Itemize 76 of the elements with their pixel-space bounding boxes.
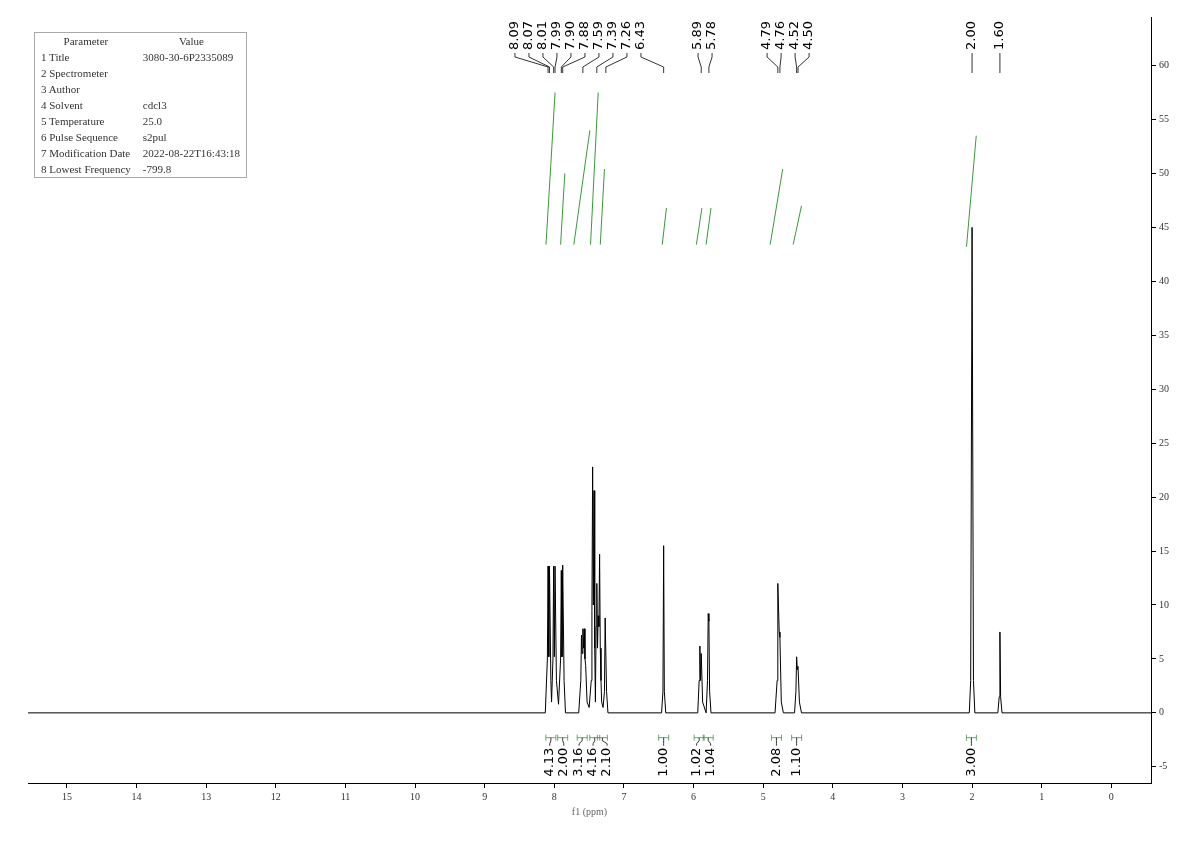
y-tick-label: 25 [1159,436,1169,448]
x-tick-label: 0 [1108,790,1114,802]
annotation: 3.16 [570,747,586,777]
annotation: 8 Lowest Frequency [40,162,132,177]
annotation: 2 Spectrometer [40,66,109,81]
annotation: 1 Title [40,50,71,65]
annotation: 2.00 [963,21,979,50]
x-tick-label: 15 [61,790,72,802]
x-tick-label: 3 [899,790,905,802]
annotation: 7 Modification Date [40,146,132,161]
annotation: cdcl3 [141,98,168,113]
annotation: 6.43 [632,21,648,50]
annotation: 8.07 [520,21,536,50]
x-tick-label: 2 [969,790,975,802]
y-tick-label: 35 [1159,328,1169,340]
annotation: 5 Temperature [40,114,106,129]
y-tick-label: 40 [1159,274,1169,286]
x-tick-label: 11 [340,790,351,802]
y-tick-label: 0 [1159,706,1164,718]
x-tick-label: 4 [830,790,836,802]
annotation: 7.99 [548,21,564,50]
annotation: 1.00 [655,747,671,777]
annotation: Parameter [62,34,110,49]
annotation: Value [177,34,205,49]
x-tick-label: 7 [621,790,627,802]
x-tick-label: 14 [131,790,142,802]
annotation: 7.90 [562,21,578,50]
x-tick-label: 12 [270,790,281,802]
annotation: 2022-08-22T16:43:18 [141,146,241,161]
annotation: 4.76 [772,21,788,50]
annotation: 4.13 [541,747,557,777]
x-tick-label: 13 [201,790,212,802]
y-tick-label: -5 [1159,760,1168,772]
annotation: 7.26 [618,21,634,50]
annotation: 5.78 [703,21,719,50]
x-tick-label: 9 [482,790,488,802]
y-tick-label: 20 [1159,490,1169,502]
annotation: 8.09 [506,21,522,50]
y-tick-label: 5 [1159,652,1164,664]
annotation: 7.88 [576,21,592,50]
annotation: 5.89 [689,21,705,50]
annotation: 2.10 [598,747,614,777]
y-tick-label: 60 [1159,59,1169,71]
x-tick-label: 8 [551,790,557,802]
annotation: 2.08 [767,747,783,777]
annotation: -799.8 [141,162,173,177]
y-tick-label: 50 [1159,167,1169,179]
annotation: 1.02 [688,747,704,777]
y-tick-label: 45 [1159,221,1169,233]
x-axis-title: f1 (ppm) [571,805,608,818]
y-tick-label: 55 [1159,113,1169,125]
annotation: 4 Solvent [40,98,84,113]
annotation: 7.59 [590,21,606,50]
x-tick-label: 1 [1039,790,1045,802]
annotation: 4.79 [758,21,774,50]
annotation: 3080-30-6P2335089 [141,50,235,65]
annotation: 1.04 [702,747,718,777]
annotation: 4.16 [584,747,600,777]
annotation: 8.01 [534,21,550,50]
x-tick-label: 10 [410,790,421,802]
annotation: 1.10 [788,747,803,777]
annotation: 7.39 [604,21,620,50]
annotation: 3.00 [962,747,978,777]
annotation: 1.60 [991,21,1007,50]
x-tick-label: 6 [691,790,697,802]
y-tick-label: 30 [1159,382,1169,394]
annotation: 6 Pulse Sequence [40,130,119,145]
x-tick-label: 5 [760,790,766,802]
annotation: 4.52 [786,21,802,50]
annotation: 2.00 [555,747,571,777]
annotation: 25.0 [141,114,164,129]
annotation: 4.50 [800,21,816,50]
y-tick-label: 10 [1159,598,1169,610]
annotation: 3 Author [40,82,81,97]
y-tick-label: 15 [1159,544,1169,556]
annotation: s2pul [141,130,168,145]
